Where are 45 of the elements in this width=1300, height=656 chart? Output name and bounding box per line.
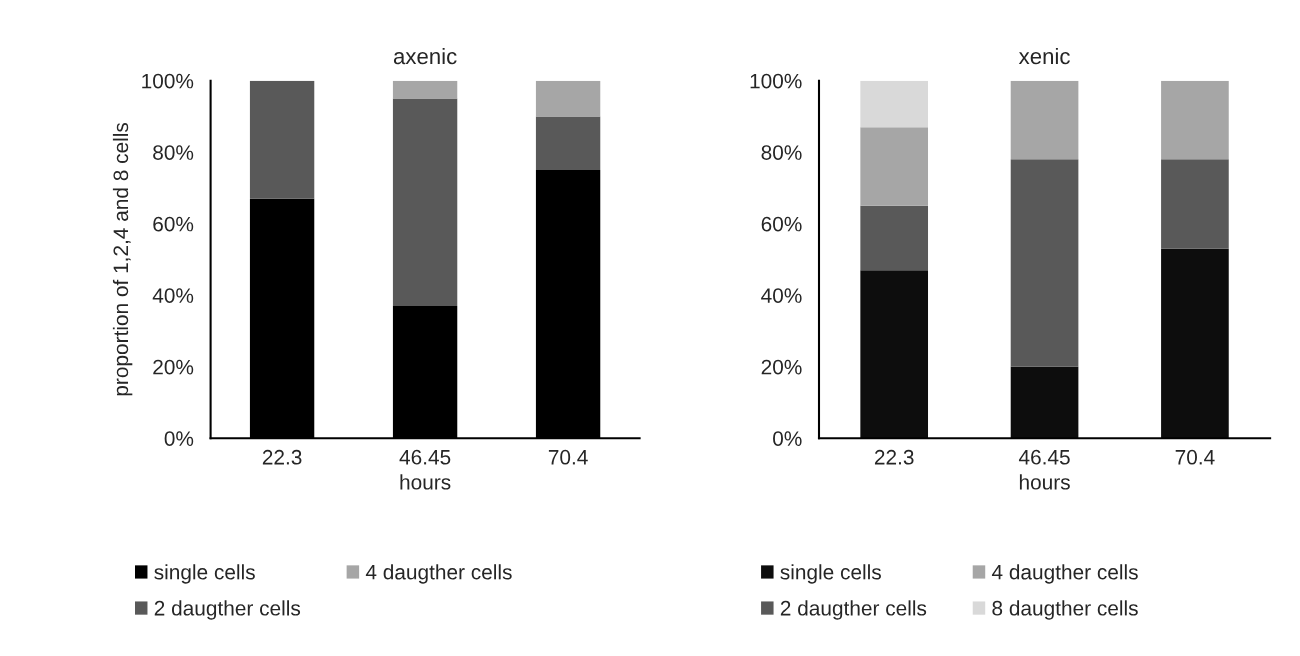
y-tick-label: 60% (153, 216, 194, 232)
y-tick-label: 100% (142, 73, 194, 89)
legend-label: 8 daugther cells (992, 600, 1138, 620)
legend-label: single cells (780, 564, 881, 584)
y-tick-label: 40% (761, 288, 802, 303)
bar (1010, 159, 1079, 367)
bar (1161, 159, 1229, 249)
bar (535, 116, 601, 171)
y-tick-label: 0% (773, 431, 802, 446)
y-tick-label: 60% (761, 216, 802, 232)
bar (392, 80, 458, 99)
y-tick-label: 80% (761, 145, 802, 160)
x-tick-label: 22.3 (262, 449, 302, 465)
chart-title: axenic (393, 47, 457, 65)
bar (1010, 366, 1079, 439)
y-tick-label: 100% (750, 73, 802, 89)
x-tick-label: 22.3 (874, 449, 914, 465)
bar (860, 270, 929, 439)
bar (1161, 80, 1229, 160)
x-axis-title: hours (400, 474, 451, 490)
y-tick-label: 0% (164, 431, 194, 446)
x-tick-label: 70.4 (548, 449, 588, 465)
legend-label: 4 daugther cells (991, 564, 1138, 584)
y-tick-label: 20% (761, 359, 802, 375)
bar (535, 80, 601, 117)
bar (249, 80, 315, 199)
y-tick-label: 40% (152, 288, 194, 303)
bar (392, 98, 458, 306)
y-tick-label: 20% (153, 359, 194, 375)
x-tick-label: 46.45 (399, 449, 451, 465)
bar (1010, 80, 1079, 160)
y-tick-label: 80% (153, 145, 194, 160)
y-axis-title: proportion of 1,2,4 and 8 cells (112, 122, 133, 396)
legend-label: 2 daugther cells (154, 600, 301, 620)
chart-title: xenic (1018, 47, 1070, 65)
bar (860, 127, 929, 206)
bar (860, 205, 929, 271)
legend-label: 4 daugther cells (365, 564, 512, 584)
legend-label: 2 daugther cells (780, 600, 927, 620)
legend-label: single cells (154, 564, 255, 584)
bar (1161, 248, 1229, 439)
x-axis-title: hours (1019, 474, 1070, 490)
x-tick-label: 46.45 (1018, 449, 1070, 465)
bar (860, 80, 929, 128)
x-tick-label: 70.4 (1175, 449, 1215, 465)
